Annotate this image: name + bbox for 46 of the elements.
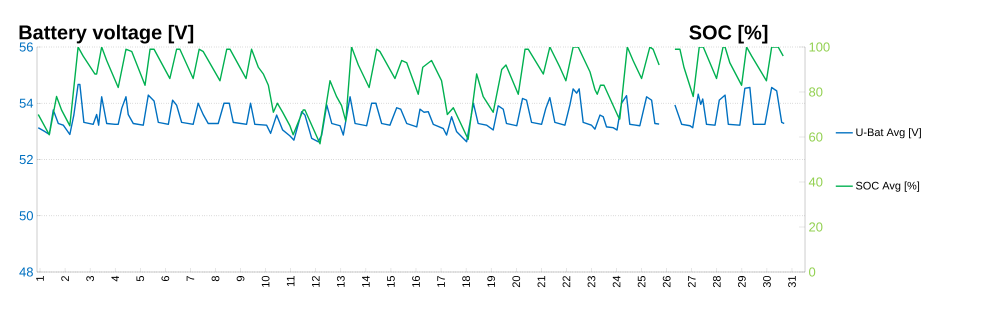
y2-axis-title: SOC [%] <box>689 24 768 44</box>
x-tick-label: 29 <box>738 276 746 288</box>
y-tick-label: 52 <box>20 154 33 164</box>
x-tick-label: 2 <box>61 276 69 282</box>
y2-tick-label: 100 <box>810 42 830 52</box>
y-tick-label: 56 <box>20 42 33 52</box>
legend-label: U-Bat Avg [V] <box>856 128 921 138</box>
x-tick-label: 28 <box>712 276 721 288</box>
x-tick-label: 25 <box>638 276 646 288</box>
x-tick-label: 16 <box>412 276 420 287</box>
x-tick-label: 20 <box>512 276 520 288</box>
x-tick-label: 9 <box>236 276 244 282</box>
y2-tick-label: 80 <box>809 87 822 97</box>
y2-tick-label: 0 <box>809 267 816 277</box>
x-tick-label: 26 <box>662 276 671 288</box>
x-tick-label: 4 <box>111 276 119 282</box>
y2-tick-label: 40 <box>808 177 822 187</box>
x-tick-label: 7 <box>186 276 194 282</box>
x-tick-label: 22 <box>562 276 570 288</box>
y-tick-label: 48 <box>19 267 33 277</box>
x-tick-label: 11 <box>286 276 294 286</box>
y-tick-label: 50 <box>20 211 33 220</box>
x-tick-label: 24 <box>612 276 620 288</box>
x-tick-label: 8 <box>212 276 220 282</box>
y2-tick-label: 60 <box>809 132 822 142</box>
y-axis-title: Battery voltage [V] <box>20 24 194 44</box>
y-tick-label: 54 <box>20 98 34 108</box>
x-tick-label: 14 <box>362 276 370 287</box>
x-tick-label: 23 <box>588 276 596 288</box>
x-tick-label: 5 <box>136 276 144 282</box>
x-tick-label: 15 <box>387 276 395 287</box>
x-tick-label: 13 <box>336 276 345 287</box>
x-tick-label: 10 <box>262 276 270 287</box>
y2-tick-label: 20 <box>809 222 822 232</box>
x-tick-label: 12 <box>312 276 320 287</box>
x-tick-label: 21 <box>538 276 546 288</box>
x-tick-label: 30 <box>763 276 771 288</box>
x-tick-label: 27 <box>688 276 696 288</box>
x-tick-label: 18 <box>462 276 470 287</box>
x-tick-label: 31 <box>788 276 796 288</box>
x-tick-label: 17 <box>437 276 445 287</box>
x-tick-label: 6 <box>161 276 170 282</box>
x-tick-label: 19 <box>487 276 496 287</box>
x-tick-label: 1 <box>36 276 44 281</box>
legend-label: SOC Avg [%] <box>856 181 920 192</box>
x-tick-label: 3 <box>86 276 94 282</box>
